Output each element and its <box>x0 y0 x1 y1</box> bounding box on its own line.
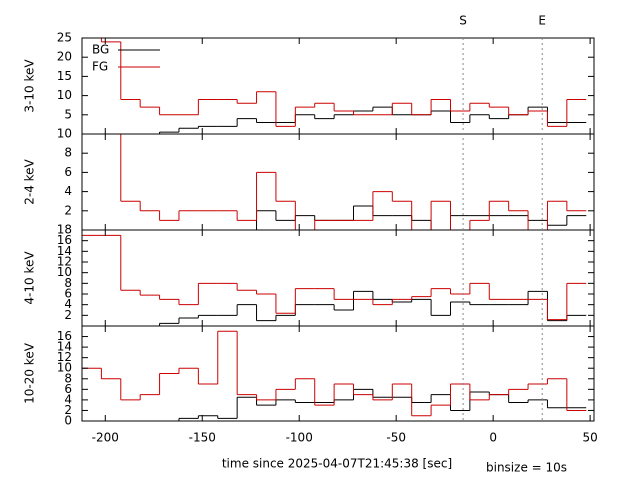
x-tick-label: 50 <box>582 431 597 445</box>
y-tick-label: 14 <box>57 340 72 354</box>
panel <box>82 134 587 230</box>
y-tick-label: 18 <box>57 223 72 237</box>
panel <box>82 330 587 421</box>
y-tick-label: 8 <box>64 276 72 290</box>
y-axis-label: 4-10 keV <box>23 251 37 305</box>
y-tick-label: 4 <box>64 184 72 198</box>
y-tick-label: 5 <box>64 107 72 121</box>
y-tick-label: 0 <box>64 414 72 428</box>
y-tick-label: 8 <box>64 146 72 160</box>
y-tick-label: 10 <box>57 361 72 375</box>
y-tick-label: 10 <box>57 265 72 279</box>
y-tick-label: 6 <box>64 287 72 301</box>
y-tick-label: 16 <box>57 329 72 343</box>
y-tick-label: 15 <box>57 69 72 83</box>
panel-frame <box>81 37 595 135</box>
legend-label: FG <box>92 60 108 74</box>
y-tick-label: 16 <box>57 233 72 247</box>
x-tick-label: -200 <box>92 431 119 445</box>
y-tick-label: 10 <box>57 127 72 141</box>
y-tick-label: 6 <box>64 382 72 396</box>
y-tick-label: 2 <box>64 308 72 322</box>
legend-label: BG <box>92 43 109 57</box>
y-tick-label: 6 <box>64 165 72 179</box>
y-axis-label: 2-4 keV <box>23 158 37 204</box>
y-tick-label: 25 <box>57 31 72 45</box>
y-tick-label: 2 <box>64 203 72 217</box>
y-axis-label: 10-20 keV <box>23 342 37 404</box>
x-tick-label: -50 <box>386 431 406 445</box>
panel-frame <box>81 325 595 422</box>
y-tick-label: 10 <box>57 88 72 102</box>
y-tick-label: 4 <box>64 297 72 311</box>
marker-label: E <box>538 14 546 28</box>
y-tick-label: 12 <box>57 255 72 269</box>
binsize-note: binsize = 10s <box>486 461 567 475</box>
y-tick-label: 8 <box>64 371 72 385</box>
y-tick-label: 12 <box>57 350 72 364</box>
panel <box>82 38 587 134</box>
marker-label: S <box>459 14 467 28</box>
x-axis-label: time since 2025-04-07T21:45:38 [sec] <box>222 457 452 471</box>
panel-frame <box>81 229 595 327</box>
y-tick-label: 4 <box>64 392 72 406</box>
y-tick-label: 14 <box>57 244 72 258</box>
y-axis-label: 3-10 keV <box>23 59 37 113</box>
x-tick-label: 0 <box>489 431 497 445</box>
x-tick-label: -150 <box>189 431 216 445</box>
panel <box>82 234 587 326</box>
x-tick-label: -100 <box>286 431 313 445</box>
y-tick-label: 20 <box>57 50 72 64</box>
y-tick-label: 2 <box>64 403 72 417</box>
